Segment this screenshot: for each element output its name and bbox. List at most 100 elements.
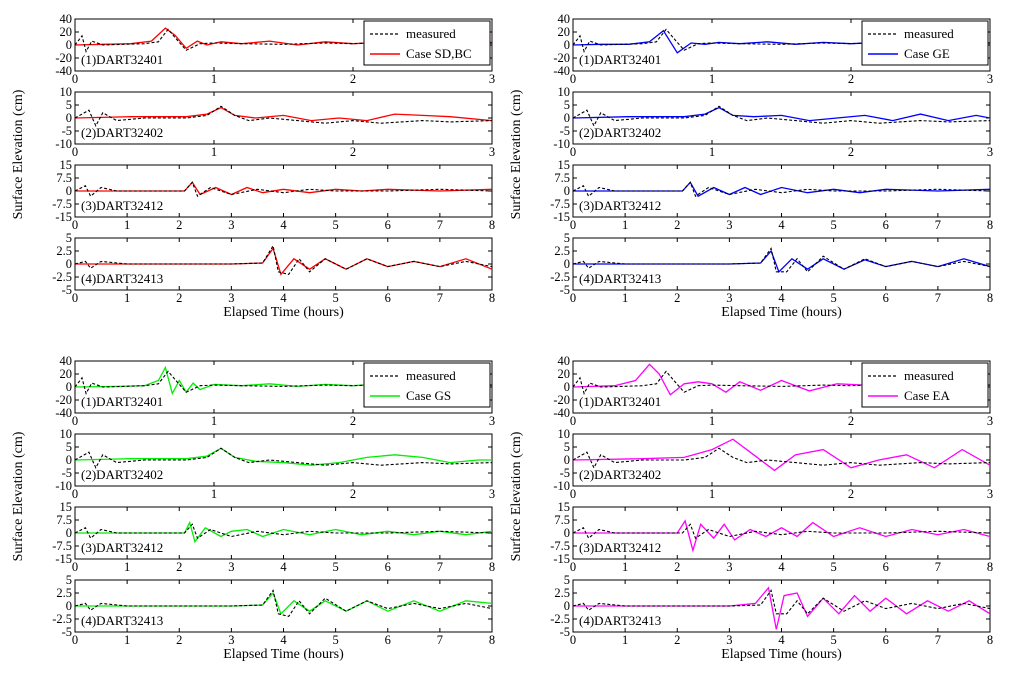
y-tick-label: 40 bbox=[558, 354, 571, 368]
x-tick-label: 1 bbox=[211, 414, 217, 428]
x-tick-label: 0 bbox=[570, 72, 576, 86]
y-tick-label: -5 bbox=[560, 466, 570, 480]
x-axis-label: Elapsed Time (hours) bbox=[721, 305, 842, 320]
simulated-series-line bbox=[573, 181, 990, 198]
x-tick-label: 1 bbox=[211, 145, 217, 159]
x-tick-label: 7 bbox=[935, 560, 941, 574]
x-tick-label: 3 bbox=[726, 291, 732, 305]
y-axis-label: Surface Elevation (cm) bbox=[509, 89, 524, 219]
measured-series-line bbox=[573, 589, 990, 615]
subplot: 52.50-2.5-50 1 2 3 4 5 6 7 8(4)DART32413 bbox=[550, 573, 993, 647]
legend-measured-label: measured bbox=[904, 368, 954, 383]
x-tick-label: 4 bbox=[280, 633, 287, 647]
station-label: (4)DART32413 bbox=[81, 613, 163, 628]
y-tick-label: 0 bbox=[564, 453, 570, 467]
x-tick-label: 1 bbox=[622, 218, 628, 232]
y-tick-label: 40 bbox=[558, 12, 571, 26]
legend-box bbox=[363, 20, 491, 66]
x-tick-label: 2 bbox=[176, 560, 182, 574]
x-tick-label: 3 bbox=[987, 72, 993, 86]
x-tick-label: 0 bbox=[570, 633, 576, 647]
x-tick-label: 2 bbox=[350, 414, 356, 428]
measured-series-line bbox=[573, 105, 990, 128]
x-tick-label: 3 bbox=[228, 560, 234, 574]
y-tick-label: 2.5 bbox=[554, 586, 570, 600]
legend-simulated-label: Case GS bbox=[406, 388, 451, 403]
measured-series-line bbox=[75, 28, 492, 53]
x-tick-label: 8 bbox=[987, 291, 993, 305]
legend-box bbox=[363, 362, 491, 408]
y-tick-label: -40 bbox=[553, 406, 570, 420]
y-tick-label: 0 bbox=[66, 184, 72, 198]
x-tick-label: 1 bbox=[709, 487, 715, 501]
y-tick-label: -20 bbox=[55, 393, 72, 407]
y-tick-label: 15 bbox=[558, 500, 571, 514]
x-tick-label: 1 bbox=[211, 72, 217, 86]
y-tick-label: -7.5 bbox=[550, 539, 570, 553]
y-tick-label: 0 bbox=[66, 38, 72, 52]
x-tick-label: 6 bbox=[385, 218, 391, 232]
x-tick-label: 3 bbox=[489, 414, 495, 428]
x-tick-label: 5 bbox=[333, 560, 339, 574]
x-tick-label: 8 bbox=[489, 218, 495, 232]
measured-series-line bbox=[573, 28, 990, 53]
y-axis-label: Surface Elevation (cm) bbox=[509, 431, 524, 561]
y-tick-label: -15 bbox=[553, 552, 570, 566]
x-tick-label: 3 bbox=[228, 218, 234, 232]
station-label: (1)DART32401 bbox=[81, 52, 163, 67]
x-tick-label: 5 bbox=[333, 218, 339, 232]
y-tick-label: -20 bbox=[553, 393, 570, 407]
station-label: (4)DART32413 bbox=[81, 271, 163, 286]
x-tick-label: 6 bbox=[385, 560, 391, 574]
y-tick-label: 5 bbox=[66, 98, 72, 112]
x-tick-label: 3 bbox=[228, 633, 234, 647]
simulated-series-line bbox=[573, 106, 990, 122]
x-tick-label: 0 bbox=[570, 291, 576, 305]
x-tick-label: 8 bbox=[489, 560, 495, 574]
x-tick-label: 0 bbox=[72, 291, 78, 305]
x-tick-label: 6 bbox=[883, 291, 889, 305]
simulated-series-line bbox=[75, 520, 492, 544]
y-tick-label: 40 bbox=[60, 354, 73, 368]
y-tick-label: -5 bbox=[560, 124, 570, 138]
legend-measured-label: measured bbox=[406, 368, 456, 383]
station-label: (3)DART32412 bbox=[579, 198, 661, 213]
x-tick-label: 2 bbox=[848, 145, 854, 159]
x-tick-label: 6 bbox=[385, 633, 391, 647]
simulated-series-line bbox=[573, 519, 990, 553]
legend: measured Case GE bbox=[861, 20, 989, 66]
y-tick-label: 15 bbox=[558, 158, 571, 172]
y-tick-label: -10 bbox=[553, 479, 570, 493]
y-tick-label: -40 bbox=[55, 64, 72, 78]
x-tick-label: 1 bbox=[622, 633, 628, 647]
measured-series-line bbox=[75, 105, 492, 128]
x-tick-label: 1 bbox=[622, 560, 628, 574]
x-tick-label: 6 bbox=[883, 218, 889, 232]
x-tick-label: 5 bbox=[333, 633, 339, 647]
x-tick-label: 2 bbox=[848, 72, 854, 86]
station-label: (2)DART32402 bbox=[81, 125, 163, 140]
station-label: (1)DART32401 bbox=[579, 52, 661, 67]
y-tick-label: 20 bbox=[558, 25, 571, 39]
y-tick-label: -7.5 bbox=[550, 197, 570, 211]
y-tick-label: -5 bbox=[560, 283, 570, 297]
y-tick-label: -20 bbox=[553, 51, 570, 65]
x-tick-label: 2 bbox=[674, 218, 680, 232]
y-tick-label: 0 bbox=[564, 380, 570, 394]
x-tick-label: 7 bbox=[935, 633, 941, 647]
x-tick-label: 0 bbox=[570, 145, 576, 159]
y-tick-label: 0 bbox=[66, 380, 72, 394]
y-tick-label: -5 bbox=[560, 625, 570, 639]
x-tick-label: 3 bbox=[726, 633, 732, 647]
x-tick-label: 8 bbox=[987, 218, 993, 232]
y-tick-label: 10 bbox=[60, 427, 73, 441]
y-tick-label: 5 bbox=[564, 573, 570, 587]
x-tick-label: 1 bbox=[211, 487, 217, 501]
y-tick-label: 10 bbox=[60, 85, 73, 99]
y-tick-label: 7.5 bbox=[56, 513, 72, 527]
measured-series-line bbox=[75, 370, 492, 395]
y-tick-label: 0 bbox=[66, 257, 72, 271]
station-label: (3)DART32412 bbox=[81, 198, 163, 213]
